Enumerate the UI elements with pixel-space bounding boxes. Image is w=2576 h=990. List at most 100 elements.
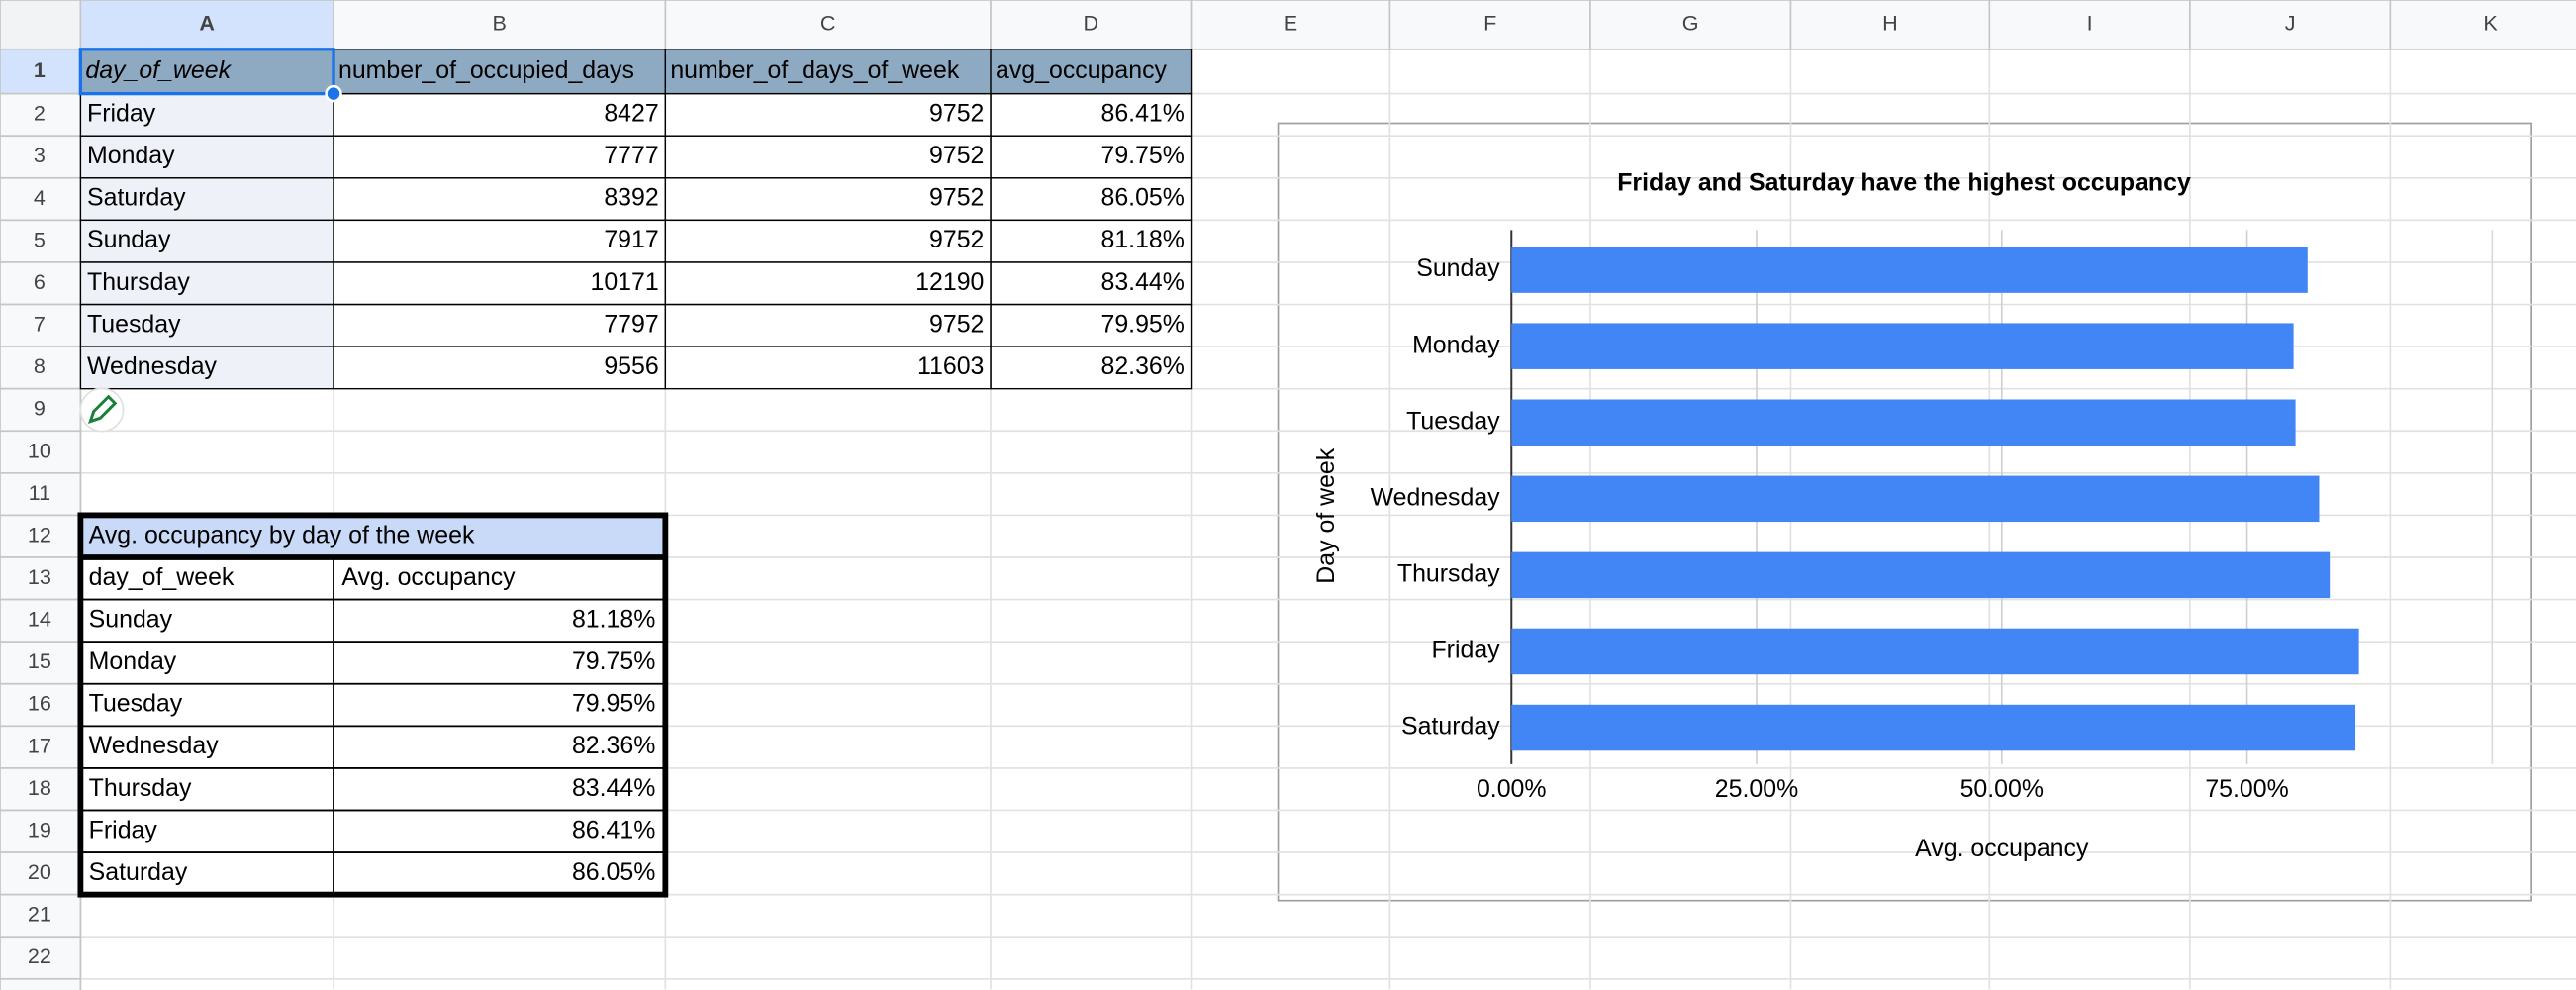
row-number: 4 xyxy=(34,185,46,210)
y-tick-label: Tuesday xyxy=(1406,407,1500,435)
cell-text: Thursday xyxy=(87,268,190,296)
column-letter: I xyxy=(2087,11,2093,36)
header-text: day_of_week xyxy=(85,56,232,84)
column-header[interactable] xyxy=(1190,0,1391,50)
fill-handle[interactable] xyxy=(325,84,342,103)
column-header[interactable] xyxy=(1388,0,1591,50)
cell-text: 11603 xyxy=(917,352,984,380)
edit-button[interactable] xyxy=(79,387,125,433)
cell-text: 8392 xyxy=(604,184,658,212)
y-tick-label: Monday xyxy=(1412,331,1500,358)
row-header[interactable] xyxy=(0,725,82,769)
cell-text: 83.44% xyxy=(1100,268,1184,296)
row-header[interactable] xyxy=(0,682,82,728)
cell-text: 9752 xyxy=(929,142,984,169)
cell-text: Saturday xyxy=(89,858,188,886)
column-letter: K xyxy=(2483,11,2498,36)
cell[interactable] xyxy=(990,346,1193,390)
column-header[interactable] xyxy=(1988,0,2191,50)
column-letter: G xyxy=(1682,11,1699,36)
y-tick-label: Thursday xyxy=(1397,559,1500,587)
row-number: 14 xyxy=(28,607,51,632)
row-number: 15 xyxy=(28,648,51,673)
y-tick-label: Friday xyxy=(1431,637,1500,664)
row-header[interactable] xyxy=(0,387,82,433)
cell-text: 79.95% xyxy=(572,690,655,718)
bar[interactable] xyxy=(1511,323,2294,369)
row-number: 21 xyxy=(28,902,51,927)
row-header[interactable] xyxy=(0,430,82,474)
cell-text: 9752 xyxy=(929,310,984,338)
column-header[interactable] xyxy=(2189,0,2392,50)
cell-text: 7777 xyxy=(604,142,658,169)
x-tick-label: 25.00% xyxy=(1715,775,1798,803)
column-letter: C xyxy=(820,11,836,36)
column-letter: B xyxy=(492,11,506,36)
cell-text: Wednesday xyxy=(87,352,218,380)
row-header[interactable] xyxy=(0,135,82,179)
row-number: 16 xyxy=(28,691,51,716)
cell-text: 12190 xyxy=(915,268,984,296)
cell-text: 8427 xyxy=(604,99,658,127)
row-number: 3 xyxy=(34,143,46,167)
bar[interactable] xyxy=(1511,551,2331,599)
cell-text: 86.05% xyxy=(1100,184,1184,212)
column-header[interactable] xyxy=(2389,0,2576,50)
cell-text: 86.41% xyxy=(572,816,655,843)
column-highlight xyxy=(80,93,334,389)
cell-text: 79.95% xyxy=(1100,310,1184,338)
cell-text: Wednesday xyxy=(89,732,220,759)
row-header[interactable] xyxy=(0,893,82,939)
row-header[interactable] xyxy=(0,936,82,980)
header-text: number_of_days_of_week xyxy=(670,56,960,84)
bar[interactable] xyxy=(1511,475,2320,523)
select-all[interactable] xyxy=(0,0,82,50)
cell-text: 79.75% xyxy=(572,647,655,675)
row-number: 10 xyxy=(28,438,51,462)
row-number: 8 xyxy=(34,353,46,378)
cell-text: 86.05% xyxy=(572,858,655,886)
bar[interactable] xyxy=(1511,399,2296,446)
cell-text: 83.44% xyxy=(572,774,655,802)
row-header[interactable] xyxy=(0,556,82,601)
column-letter: J xyxy=(2285,11,2296,36)
bar[interactable] xyxy=(1511,628,2359,675)
cell-text: Monday xyxy=(89,647,177,675)
bar[interactable] xyxy=(1511,704,2356,751)
row-number: 12 xyxy=(28,522,51,546)
row-number: 20 xyxy=(28,859,51,884)
y-tick-label: Sunday xyxy=(1416,254,1500,282)
row-number: 17 xyxy=(28,733,51,757)
cell-text: Tuesday xyxy=(89,690,183,718)
column-letter: A xyxy=(199,11,215,36)
x-axis-title: Avg. occupancy xyxy=(1915,835,2089,862)
x-tick-label: 0.00% xyxy=(1477,775,1547,803)
column-letter: D xyxy=(1083,11,1098,36)
column-header[interactable] xyxy=(1789,0,1991,50)
cell-text: 10171 xyxy=(590,268,658,296)
row-header[interactable] xyxy=(0,303,82,347)
row-header[interactable] xyxy=(0,641,82,685)
y-tick-label: Wednesday xyxy=(1371,483,1501,511)
x-tick-label: 75.00% xyxy=(2205,775,2288,803)
edit-icon xyxy=(87,394,118,424)
column-header[interactable] xyxy=(1589,0,1792,50)
row-header[interactable] xyxy=(0,346,82,390)
column-letter: F xyxy=(1483,11,1496,36)
cell-text: 7917 xyxy=(604,226,658,253)
cell-text: Saturday xyxy=(87,184,186,212)
row-header[interactable] xyxy=(0,472,82,517)
cell-text: Tuesday xyxy=(87,310,181,338)
cell-text: 82.36% xyxy=(1100,352,1184,380)
y-tick-label: Saturday xyxy=(1401,713,1500,741)
header-text: number_of_occupied_days xyxy=(338,56,634,84)
row-header[interactable] xyxy=(0,219,82,263)
chart-title: Friday and Saturday have the highest occ… xyxy=(1617,169,2191,197)
row-header[interactable] xyxy=(0,261,82,306)
cell-text: Friday xyxy=(89,816,158,843)
row-number: 18 xyxy=(28,775,51,800)
bar[interactable] xyxy=(1511,247,2308,293)
row-number: 1 xyxy=(34,57,46,82)
cell-text: 9752 xyxy=(929,184,984,212)
